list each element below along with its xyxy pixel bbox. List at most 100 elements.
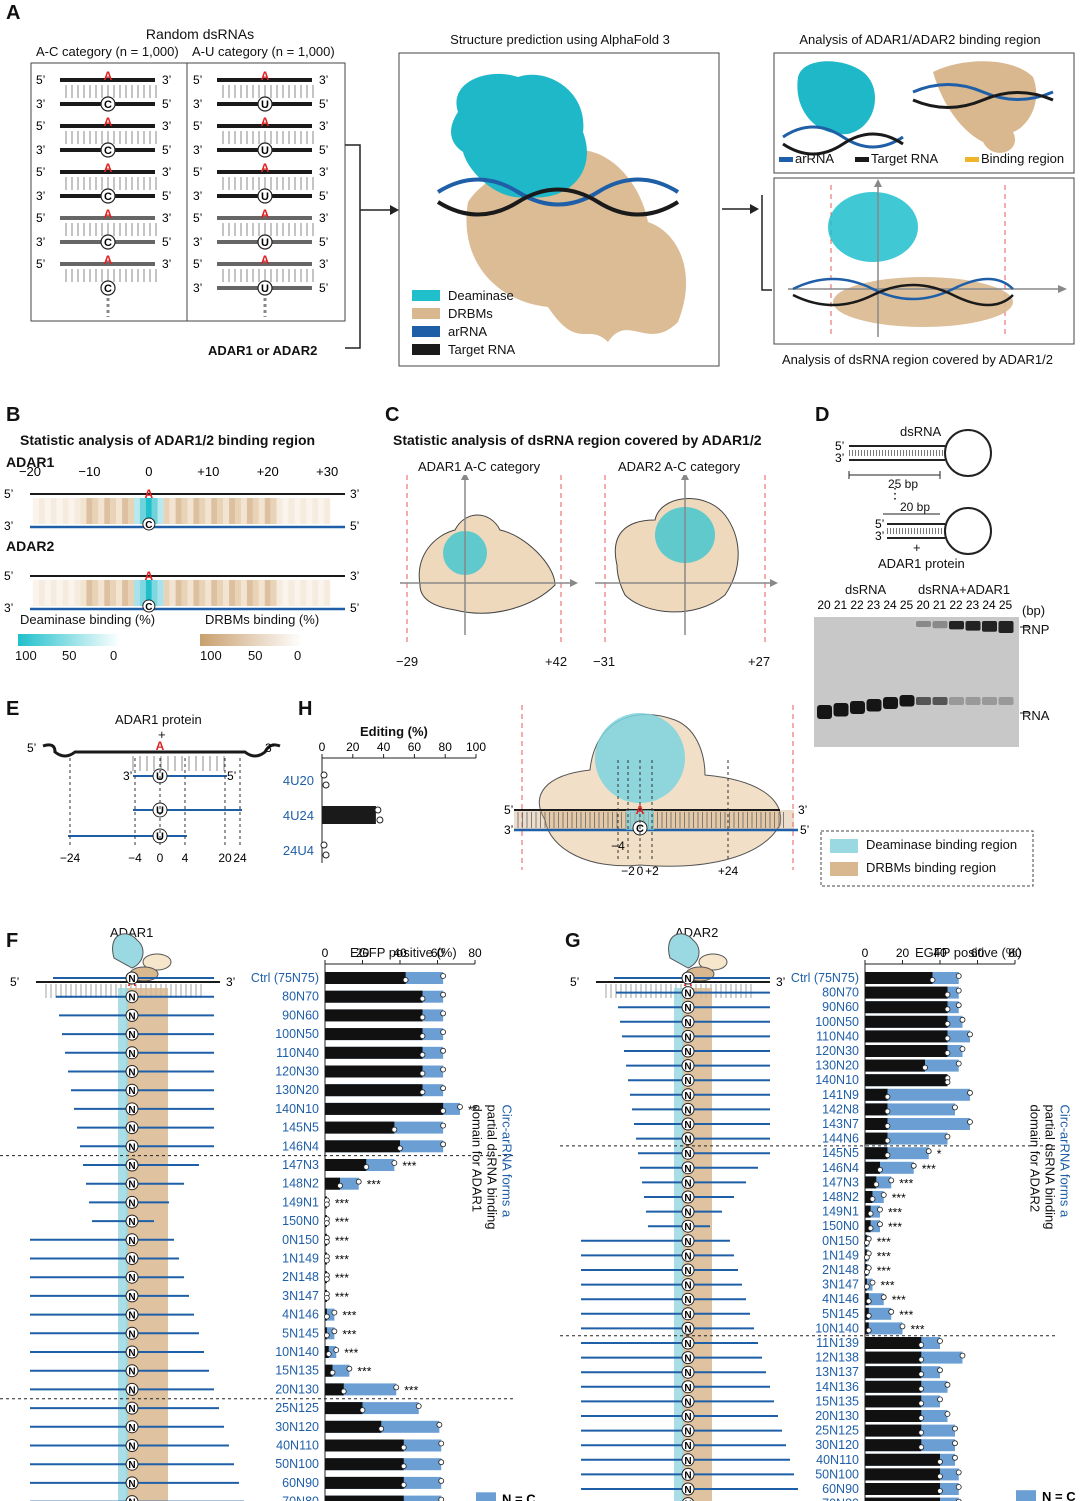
e-x-tick-label: 60 bbox=[408, 740, 422, 754]
b-binding-cell bbox=[300, 580, 307, 606]
row-label: 20N130 bbox=[275, 1382, 319, 1396]
panel-label-d: D bbox=[815, 404, 830, 426]
x-tick-label: 20 bbox=[356, 946, 370, 960]
b-binding-cell bbox=[80, 498, 87, 524]
e-x-tick-label: 40 bbox=[377, 740, 391, 754]
mismatch-base: N bbox=[684, 1251, 691, 1262]
d-bp-unit: (bp) bbox=[1022, 603, 1046, 618]
data-dot bbox=[952, 1104, 958, 1111]
e-x-tick-label: 80 bbox=[439, 740, 453, 754]
b-binding-cell bbox=[193, 580, 200, 606]
row-label: 141N9 bbox=[822, 1088, 859, 1102]
mismatch-circle bbox=[681, 1424, 695, 1438]
mismatch-base: N bbox=[684, 1076, 691, 1087]
strand-5prime: 5’ bbox=[570, 975, 579, 989]
bar-n-u bbox=[325, 1159, 367, 1171]
strand-5prime: 5’ bbox=[162, 143, 171, 157]
data-dot bbox=[863, 1254, 870, 1261]
e-dot bbox=[320, 771, 328, 779]
significance-mark: * bbox=[937, 1147, 942, 1161]
mismatch-circle bbox=[681, 1248, 695, 1262]
data-dot bbox=[323, 1257, 330, 1264]
mismatch-circle bbox=[681, 1059, 695, 1073]
x-tick-label: 20 bbox=[896, 946, 910, 960]
data-dot bbox=[329, 1369, 336, 1376]
e-bar bbox=[322, 806, 376, 824]
x-tick-label: 60 bbox=[971, 946, 985, 960]
strand-3prime: 3’ bbox=[350, 487, 359, 501]
b-binding-cell bbox=[312, 580, 319, 606]
d-rnp-label: RNP bbox=[1022, 622, 1050, 637]
mismatch-circle bbox=[125, 1083, 139, 1097]
c-left-max: +42 bbox=[545, 654, 568, 669]
b-binding-cell bbox=[116, 580, 123, 606]
row-label: 145N5 bbox=[822, 1146, 859, 1160]
b-binding-cell bbox=[211, 580, 218, 606]
significance-mark: *** bbox=[335, 1290, 349, 1304]
h-position-label: 0 bbox=[637, 864, 644, 878]
mismatch-circle bbox=[681, 1219, 695, 1233]
lane-label: 25 bbox=[900, 598, 914, 612]
b-binding-cell bbox=[80, 580, 87, 606]
data-dot bbox=[440, 1010, 447, 1017]
b-binding-cell bbox=[62, 580, 69, 606]
mismatch-circle bbox=[681, 1482, 695, 1496]
mismatch-circle bbox=[125, 971, 139, 985]
data-dot bbox=[918, 1400, 925, 1407]
data-dot bbox=[440, 1047, 447, 1054]
row-label: 70N80 bbox=[822, 1497, 859, 1501]
legend-arrna: arRNA bbox=[448, 324, 488, 339]
edit-site-a: A bbox=[261, 161, 270, 175]
mismatch-circle bbox=[125, 1046, 139, 1060]
b-binding-cell bbox=[187, 580, 194, 606]
row-label: 150N0 bbox=[822, 1219, 859, 1233]
b-binding-cell bbox=[252, 580, 259, 606]
x-tick-label: 0 bbox=[862, 946, 869, 960]
b-binding-cell bbox=[282, 498, 289, 524]
mismatch-circle bbox=[681, 1380, 695, 1394]
mismatch-circle bbox=[100, 234, 116, 250]
mismatch-base: N bbox=[128, 1255, 135, 1266]
mismatch-circle bbox=[142, 517, 156, 531]
bar-n-u bbox=[865, 1191, 873, 1203]
rnp-band bbox=[949, 621, 964, 630]
mismatch-base: C bbox=[104, 145, 112, 157]
ac-category-label: A-C category (n = 1,000) bbox=[36, 44, 179, 59]
bar-n-u bbox=[865, 1439, 922, 1452]
bar-n-u bbox=[865, 1351, 922, 1364]
mismatch-circle bbox=[125, 1345, 139, 1359]
row-label: 90N60 bbox=[822, 1000, 859, 1014]
row-label: 15N135 bbox=[275, 1364, 319, 1378]
mismatch-base: N bbox=[128, 1460, 135, 1471]
b-binding-cell bbox=[229, 580, 236, 606]
rnp-band bbox=[965, 621, 981, 631]
binding-region-title: Analysis of ADAR1/ADAR2 binding region bbox=[799, 32, 1041, 47]
data-dot bbox=[884, 1152, 891, 1159]
data-dot bbox=[944, 1050, 951, 1056]
strand-5prime: 5’ bbox=[319, 143, 328, 157]
e-x-tick-label: 0 bbox=[319, 740, 326, 754]
b-drbm-scale-label: DRBMs binding (%) bbox=[205, 612, 320, 627]
legend-swatch-c bbox=[1016, 1490, 1036, 1501]
data-dot bbox=[937, 1396, 943, 1403]
mismatch-circle bbox=[257, 188, 273, 204]
strand-3prime: 3’ bbox=[193, 143, 202, 157]
b-binding-heatmap: −20 −10 0 +10 +20 +30 5’ 3’ 3’ 5’ A C 5’ 3’ 3’ 5’ A C bbox=[4, 464, 359, 646]
b-binding-cell bbox=[282, 580, 289, 606]
mismatch-base: N bbox=[684, 1208, 691, 1219]
b-binding-cell bbox=[252, 498, 259, 524]
mismatch-circle bbox=[125, 1102, 139, 1116]
b-binding-cell bbox=[288, 498, 295, 524]
data-dot bbox=[884, 1123, 891, 1129]
b-binding-cell bbox=[181, 580, 188, 606]
strand-5prime: 5’ bbox=[36, 257, 45, 271]
h-legend-deaminase: Deaminase binding region bbox=[866, 837, 1018, 852]
data-dot bbox=[378, 1425, 385, 1432]
b-binding-cell bbox=[163, 498, 170, 524]
mismatch-circle bbox=[681, 1321, 695, 1335]
h-legend-drbm: DRBMs binding region bbox=[866, 860, 997, 875]
legend-deaminase: Deaminase bbox=[448, 288, 514, 303]
lane-label: 20 bbox=[916, 598, 930, 612]
e-category-label: 24U4 bbox=[283, 843, 314, 858]
data-dot bbox=[937, 1338, 943, 1344]
